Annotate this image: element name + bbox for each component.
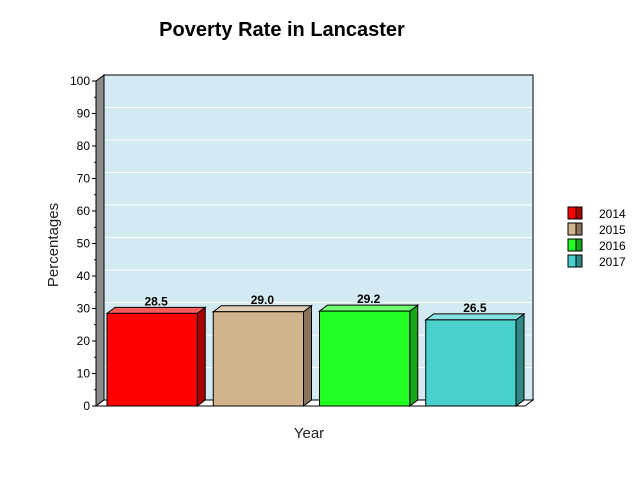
- data-label-2014: 28.5: [144, 294, 168, 308]
- legend-label-2014: 2014: [599, 207, 626, 221]
- y-tick-label-9: 90: [77, 107, 91, 121]
- bar-2015: [211, 304, 313, 407]
- legend-swatch-front-2016: [567, 238, 577, 252]
- y-tick-label-1: 10: [77, 367, 91, 381]
- legend-swatch-front-2017: [567, 254, 577, 268]
- plot-area: 0 10 20 30 40 50 60 70 80 90 100 28.5 29.0 29.2 26.5: [70, 74, 535, 413]
- legend-label-2015: 2015: [599, 223, 626, 237]
- y-axis-label: Percentages: [45, 203, 62, 287]
- y-tick-label-0: 0: [83, 399, 90, 413]
- legend-item-2017: 2017: [567, 254, 626, 269]
- bar-2016: [318, 304, 420, 407]
- bar-side-2014: [196, 306, 206, 407]
- y-tick-label-5: 50: [77, 237, 91, 251]
- legend-item-2014: 2014: [567, 206, 626, 221]
- bar-side-2016: [409, 304, 419, 407]
- legend-swatch-side-2015: [575, 222, 583, 236]
- bar-front-2014: [106, 312, 198, 407]
- legend-item-2016: 2016: [567, 238, 626, 253]
- data-label-2017: 26.5: [463, 301, 487, 315]
- y-tick-label-3: 30: [77, 302, 91, 316]
- x-axis-label: Year: [294, 425, 324, 442]
- bar-front-2015: [212, 311, 304, 407]
- y-tick-label-7: 70: [77, 172, 91, 186]
- data-label-2016: 29.2: [357, 292, 381, 306]
- y-tick-label-6: 60: [77, 204, 91, 218]
- data-label-2015: 29.0: [251, 293, 275, 307]
- legend-swatch-side-2016: [575, 238, 583, 252]
- bar-side-2017: [515, 312, 525, 407]
- bar-side-2015: [303, 304, 312, 407]
- legend: 2014 2015 2016 2017: [567, 206, 626, 269]
- y-tick-label-4: 40: [77, 269, 91, 283]
- bar-2017: [424, 312, 526, 407]
- legend-swatch-side-2014: [575, 206, 583, 220]
- bar-front-2016: [319, 310, 411, 407]
- bar-2014: [105, 306, 207, 407]
- bar-front-2017: [425, 319, 517, 407]
- legend-swatch-front-2015: [567, 222, 577, 236]
- legend-swatch-side-2017: [575, 254, 583, 268]
- legend-label-2016: 2016: [599, 239, 626, 253]
- legend-swatch-front-2014: [567, 206, 577, 220]
- y-tick-label-10: 100: [70, 74, 90, 88]
- legend-item-2015: 2015: [567, 222, 626, 237]
- side-wall: [95, 74, 105, 407]
- legend-label-2017: 2017: [599, 255, 626, 269]
- chart-title: Poverty Rate in Lancaster: [159, 19, 405, 41]
- y-tick-label-2: 20: [77, 334, 91, 348]
- y-tick-label-8: 80: [77, 139, 91, 153]
